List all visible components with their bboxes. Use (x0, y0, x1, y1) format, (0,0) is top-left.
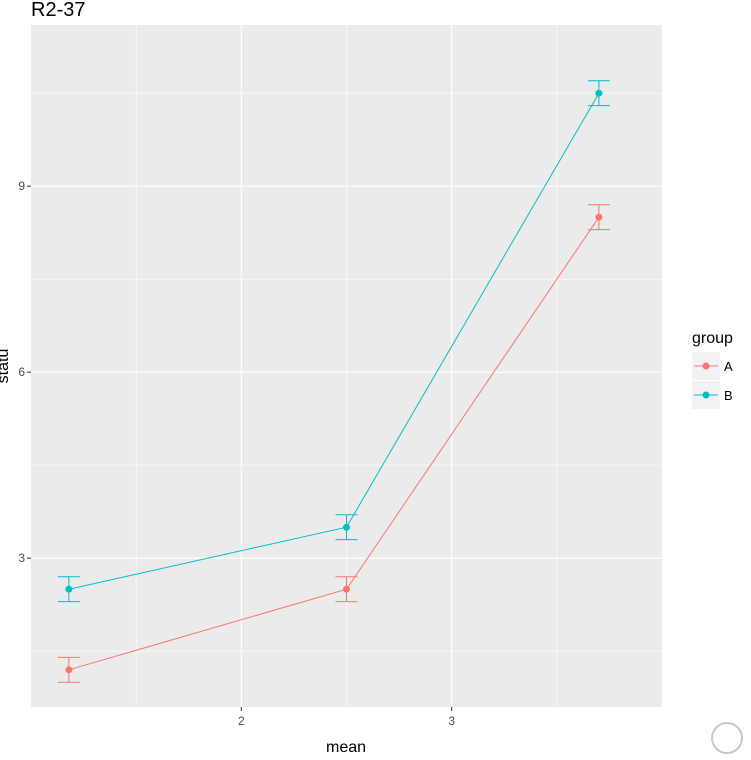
y-tick-label: 3 (18, 551, 25, 565)
chart-title: R2-37 (31, 0, 85, 21)
axes: 3 6 9 2 3 (18, 179, 455, 728)
data-point-b (65, 585, 73, 593)
legend-label-b: B (724, 388, 733, 403)
x-tick-label: 2 (238, 714, 245, 728)
legend-title: group (692, 330, 733, 347)
y-tick-label: 6 (18, 365, 25, 379)
data-point-a (595, 213, 603, 221)
legend-key-point-b (702, 391, 710, 399)
y-axis-title: statu (0, 349, 12, 384)
legend-key-point-a (702, 362, 710, 370)
x-axis-title: mean (326, 739, 366, 756)
y-tick-label: 9 (18, 179, 25, 193)
legend: group AB (692, 330, 733, 409)
data-point-b (595, 89, 603, 97)
data-layer (57, 80, 610, 683)
legend-label-a: A (724, 359, 733, 374)
data-point-b (343, 523, 350, 531)
x-tick-label: 3 (448, 714, 455, 728)
data-point-a (343, 585, 350, 593)
data-point-a (65, 666, 73, 674)
grid-lines (31, 25, 662, 707)
watermark-badge-icon (711, 722, 743, 754)
watermark-logo (711, 722, 743, 754)
